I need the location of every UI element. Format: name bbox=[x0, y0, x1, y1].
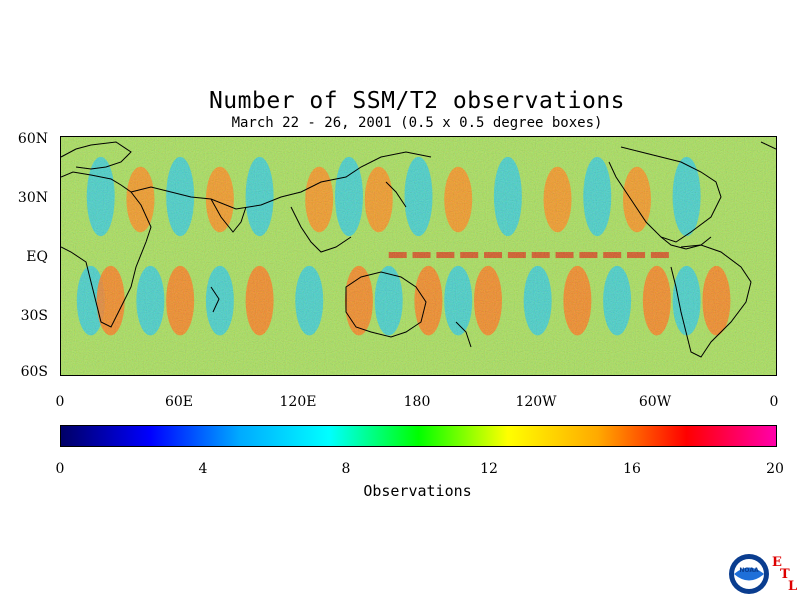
svg-text:NOAA: NOAA bbox=[739, 567, 759, 574]
lon-label-120w: 120W bbox=[515, 394, 557, 410]
lon-label-120e: 120E bbox=[279, 394, 317, 410]
colorbar-label-20: 20 bbox=[766, 461, 784, 477]
lon-label-60w: 60W bbox=[638, 394, 672, 410]
colorbar-title: Observations bbox=[363, 482, 472, 500]
lat-label-eq: EQ bbox=[26, 249, 48, 265]
coastlines bbox=[61, 141, 776, 358]
colorbar-label-12: 12 bbox=[480, 461, 498, 477]
map-heatmap bbox=[61, 137, 776, 375]
chart-title: Number of SSM/T2 observations bbox=[208, 88, 626, 114]
lon-label-60e: 60E bbox=[164, 394, 194, 410]
lon-label-0: 0 bbox=[55, 394, 65, 410]
map-plot-area bbox=[60, 136, 777, 376]
lon-label-0-end: 0 bbox=[769, 394, 779, 410]
lat-label-30s: 30S bbox=[20, 308, 48, 324]
noaa-logo: NOAA bbox=[729, 554, 769, 594]
etl-letter-t: T bbox=[780, 567, 790, 582]
colorbar-label-16: 16 bbox=[623, 461, 641, 477]
etl-letter-e: E bbox=[772, 555, 782, 570]
lat-label-60n: 60N bbox=[17, 131, 48, 147]
lon-label-180: 180 bbox=[403, 394, 431, 410]
chart-subtitle: March 22 - 26, 2001 (0.5 x 0.5 degree bo… bbox=[231, 115, 603, 131]
etl-letter-l: L bbox=[788, 579, 798, 594]
lat-label-60s: 60S bbox=[20, 364, 48, 380]
colorbar-label-4: 4 bbox=[198, 461, 208, 477]
colorbar bbox=[60, 425, 777, 447]
colorbar-label-0: 0 bbox=[55, 461, 65, 477]
colorbar-label-8: 8 bbox=[341, 461, 351, 477]
lat-label-30n: 30N bbox=[17, 190, 48, 206]
